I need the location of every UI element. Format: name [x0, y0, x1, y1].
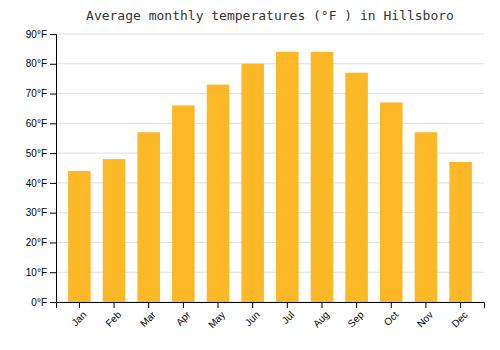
bar [311, 52, 334, 302]
tick-mark [425, 302, 426, 308]
tick-mark [148, 302, 149, 308]
tick: May [206, 302, 227, 330]
bar [241, 64, 264, 302]
tick-mark [391, 302, 392, 308]
tick-mark [287, 302, 288, 308]
x-axis: Jan Feb Mar Apr May Jun Jul Aug Sep Oct Nov Dec [57, 302, 485, 330]
tick-mark [218, 302, 219, 308]
tick: 10°F [26, 267, 56, 278]
tick-label: Jul [280, 309, 297, 326]
tick-label: Nov [415, 309, 435, 329]
tick-mark [50, 272, 56, 273]
tick-mark [50, 183, 56, 184]
tick-label: 60°F [26, 118, 47, 129]
tick: Nov [415, 302, 435, 329]
bar [276, 52, 299, 302]
tick-mark [50, 64, 56, 65]
tick: Mar [138, 302, 158, 329]
tick: 60°F [26, 118, 56, 129]
tick: 90°F [26, 29, 56, 40]
tick: Aug [311, 302, 331, 329]
tick-label: 0°F [31, 297, 47, 308]
tick-mark [460, 302, 461, 308]
tick: Jun [243, 302, 262, 328]
tick-mark [50, 153, 56, 154]
bars [68, 52, 472, 302]
tick: Jul [280, 302, 297, 326]
tick: 80°F [26, 58, 56, 69]
bar [172, 105, 195, 302]
tick-mark [50, 94, 56, 95]
tick-mark [50, 213, 56, 214]
tick: 40°F [26, 178, 56, 189]
title: Average monthly temperatures (°F ) in Hi… [86, 8, 454, 23]
tick-label: Mar [138, 309, 158, 329]
grid-line [56, 123, 484, 124]
bar [345, 73, 368, 302]
tick-label: 20°F [26, 237, 47, 248]
tick-label: Aug [311, 309, 331, 329]
tick: Dec [449, 302, 469, 329]
bar [449, 162, 472, 302]
tick-mark [50, 242, 56, 243]
tick-label: 90°F [26, 29, 47, 40]
tick: 70°F [26, 88, 56, 99]
tick-mark [114, 302, 115, 308]
tick: 30°F [26, 207, 56, 218]
tick-label: May [206, 309, 227, 330]
bar [207, 85, 230, 302]
tick-mark [50, 123, 56, 124]
tick-label: Jan [69, 309, 88, 328]
tick-mark [50, 302, 56, 303]
axis-line [50, 35, 57, 303]
tick-label: 40°F [26, 178, 47, 189]
tick: Apr [174, 302, 193, 328]
bar [380, 102, 403, 302]
y-axis: 0°F 10°F 20°F 30°F 40°F 50°F 60°F 70°F 80°F 90°F [26, 29, 57, 308]
tick-mark [79, 302, 80, 308]
tick-mark [252, 302, 253, 308]
tick-label: Oct [382, 309, 401, 328]
tick-label: 50°F [26, 148, 47, 159]
bar [137, 132, 160, 302]
tick: 20°F [26, 237, 56, 248]
tick: Oct [382, 302, 401, 328]
tick-mark [321, 302, 322, 308]
tick: Jan [69, 302, 88, 328]
plot: 0°F 10°F 20°F 30°F 40°F 50°F 60°F 70°F 80°F 90°F J… [26, 29, 485, 331]
tick: Sep [345, 302, 366, 329]
tick-label: Jun [243, 309, 262, 328]
tick-label: 70°F [26, 88, 47, 99]
tick: 50°F [26, 148, 56, 159]
tick-label: Dec [449, 309, 469, 329]
grid-line [56, 63, 484, 64]
chart: 0°F 10°F 20°F 30°F 40°F 50°F 60°F 70°F 80°F 90°F J… [0, 0, 500, 350]
tick-label: Apr [174, 309, 193, 328]
grid-line [56, 93, 484, 94]
grid-line [56, 34, 484, 35]
tick-label: Sep [345, 309, 366, 330]
axis-line [57, 303, 485, 309]
bar [68, 171, 91, 302]
tick-label: 30°F [26, 207, 47, 218]
bar [103, 159, 126, 302]
tick: Feb [103, 302, 123, 329]
bar [415, 132, 438, 302]
tick-mark [356, 302, 357, 308]
tick-label: 80°F [26, 58, 47, 69]
tick: 0°F [31, 297, 56, 308]
tick-mark [183, 302, 184, 308]
tick-label: 10°F [26, 267, 47, 278]
tick-label: Feb [103, 309, 123, 329]
grid [56, 34, 484, 302]
tick-mark [50, 34, 56, 35]
